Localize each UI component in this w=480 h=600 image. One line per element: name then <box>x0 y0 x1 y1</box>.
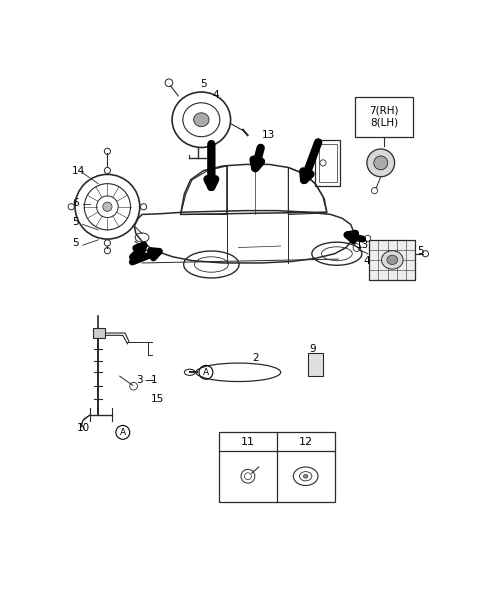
Bar <box>219 433 335 502</box>
Circle shape <box>141 203 147 210</box>
Ellipse shape <box>193 113 209 127</box>
Text: 6: 6 <box>72 198 79 208</box>
Circle shape <box>68 203 74 210</box>
Text: 8(LH): 8(LH) <box>370 118 398 128</box>
Text: 4: 4 <box>363 256 370 266</box>
Circle shape <box>367 149 395 177</box>
Bar <box>369 240 415 280</box>
Bar <box>93 328 105 338</box>
Text: 13: 13 <box>262 130 275 140</box>
Circle shape <box>104 167 110 173</box>
Text: 5: 5 <box>417 245 423 256</box>
Text: 1: 1 <box>151 375 157 385</box>
Text: 3: 3 <box>136 375 143 385</box>
Text: —: — <box>144 375 155 385</box>
Circle shape <box>103 202 112 211</box>
Text: 5: 5 <box>200 79 206 89</box>
Text: A: A <box>120 428 126 437</box>
Text: 10: 10 <box>77 423 90 433</box>
Circle shape <box>374 156 388 170</box>
Bar <box>308 353 323 376</box>
Ellipse shape <box>382 251 403 269</box>
Text: A: A <box>203 368 209 377</box>
Text: 13: 13 <box>356 240 369 250</box>
Circle shape <box>104 240 110 246</box>
Text: 2: 2 <box>252 353 259 364</box>
Ellipse shape <box>387 255 398 265</box>
Text: 14: 14 <box>72 166 85 176</box>
Bar <box>355 97 413 137</box>
Text: 5: 5 <box>72 238 79 248</box>
Text: 4: 4 <box>212 90 219 100</box>
Text: 7(RH): 7(RH) <box>370 106 399 116</box>
Text: 15: 15 <box>151 394 164 404</box>
Text: 11: 11 <box>241 437 255 446</box>
Text: 5: 5 <box>72 217 79 227</box>
Text: 12: 12 <box>299 437 313 446</box>
Ellipse shape <box>303 475 308 478</box>
Text: 9: 9 <box>309 344 316 354</box>
